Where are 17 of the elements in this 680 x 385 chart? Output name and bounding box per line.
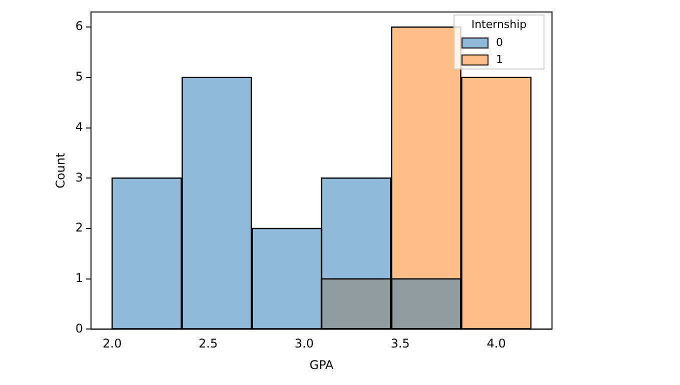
y-tick-label: 3 — [75, 170, 84, 184]
y-tick-label: 2 — [75, 220, 84, 235]
y-tick-label: 4 — [75, 120, 84, 134]
y-tick-label: 1 — [75, 270, 84, 285]
x-axis-title: GPA — [310, 358, 334, 372]
x-tick-label: 2.5 — [198, 336, 218, 351]
y-tick-label: 5 — [75, 70, 84, 84]
y-tick-label: 0 — [75, 321, 84, 336]
x-tick-label: 3.0 — [294, 336, 314, 351]
x-tick-label: 4.0 — [486, 336, 506, 351]
legend-title: Internship — [471, 18, 527, 31]
legend-label: 0 — [496, 36, 503, 49]
y-tick-label: 6 — [75, 19, 84, 34]
y-axis-title: Count — [53, 152, 68, 188]
x-tick-label: 3.5 — [390, 336, 410, 351]
x-tick-label: 2.0 — [102, 336, 122, 351]
legend-label: 1 — [496, 52, 503, 66]
